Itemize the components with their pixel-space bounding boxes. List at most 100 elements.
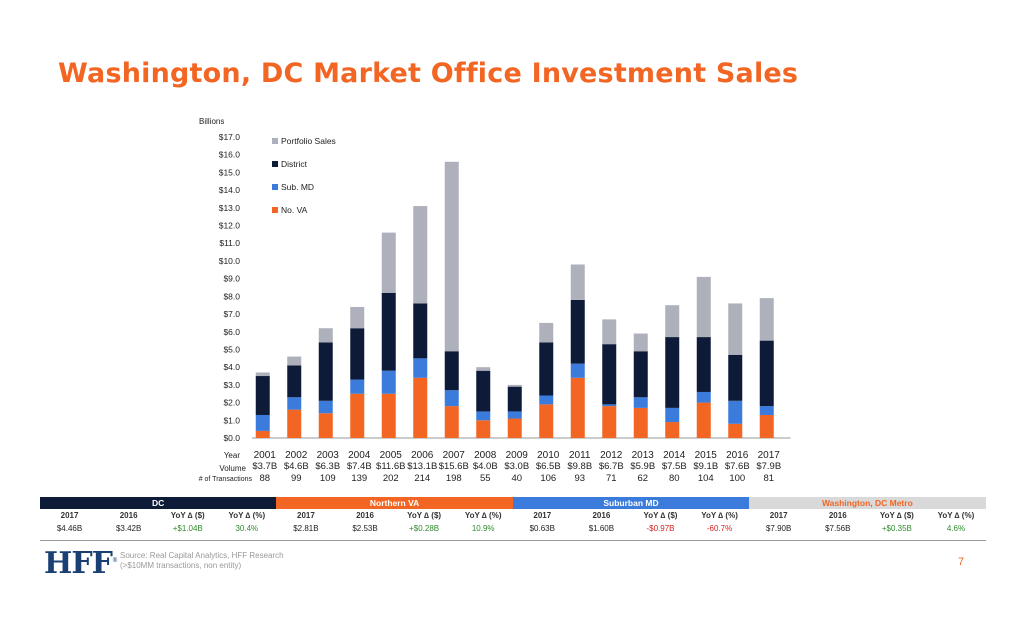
volume-label: $6.7B xyxy=(599,461,624,472)
legend-swatch xyxy=(272,138,278,144)
transactions-label: 40 xyxy=(511,473,522,484)
summary-value: $2.81B xyxy=(293,524,319,533)
bar-portfolio-sales xyxy=(696,276,711,338)
volume-label: $4.0B xyxy=(473,461,498,472)
transactions-label: 198 xyxy=(446,473,462,484)
bar-no-va xyxy=(633,407,648,438)
transactions-row-label: # of Transactions xyxy=(199,476,253,483)
volume-label: $4.6B xyxy=(284,461,309,472)
y-tick-label: $10.0 xyxy=(219,256,241,266)
bar-portfolio-sales xyxy=(255,372,270,377)
year-label: 2016 xyxy=(726,450,749,461)
bar-sub-md xyxy=(602,404,617,407)
bar-portfolio-sales xyxy=(759,298,774,341)
summary-value: $1.60B xyxy=(588,524,615,533)
bar-district xyxy=(381,292,396,371)
bar-district xyxy=(759,340,774,407)
bar-portfolio-sales xyxy=(570,264,585,300)
bar-district xyxy=(602,344,617,405)
bar-sub-md xyxy=(255,414,270,431)
bar-portfolio-sales xyxy=(381,232,396,293)
bar-sub-md xyxy=(570,363,585,378)
bar-no-va xyxy=(602,406,617,438)
volume-label: $7.6B xyxy=(725,461,750,472)
y-tick-label: $5.0 xyxy=(223,344,240,354)
year-label: 2002 xyxy=(285,450,308,461)
transactions-label: 99 xyxy=(291,473,302,484)
summary-group-header: Suburban MD xyxy=(512,497,750,509)
source-note: Source: Real Capital Analytics, HFF Rese… xyxy=(120,551,284,570)
bar-portfolio-sales xyxy=(287,356,302,366)
year-label: 2007 xyxy=(443,450,466,461)
summary-subheader: YoY ∆ (%) xyxy=(464,511,502,520)
summary-value: +$0.35B xyxy=(881,524,912,533)
transactions-label: 93 xyxy=(574,473,585,484)
y-tick-label: $9.0 xyxy=(223,274,240,284)
y-tick-label: $14.0 xyxy=(219,185,241,195)
summary-subheader: 2017 xyxy=(769,511,788,520)
bar-district xyxy=(539,342,554,396)
bar-portfolio-sales xyxy=(728,303,743,355)
bar-sub-md xyxy=(539,395,554,405)
year-label: 2012 xyxy=(600,450,623,461)
bar-district xyxy=(350,328,365,380)
bar-portfolio-sales xyxy=(539,322,554,343)
bar-district xyxy=(444,351,459,391)
transactions-label: 81 xyxy=(763,473,774,484)
volume-label: $6.3B xyxy=(315,461,340,472)
bar-portfolio-sales xyxy=(350,306,365,329)
summary-value: +$0.28B xyxy=(409,524,440,533)
bar-portfolio-sales xyxy=(602,319,617,345)
transactions-label: 71 xyxy=(606,473,617,484)
bar-sub-md xyxy=(696,391,711,403)
summary-subheader: YoY ∆ ($) xyxy=(170,511,205,520)
year-label: 2015 xyxy=(695,450,718,461)
bar-no-va xyxy=(665,422,680,438)
bar-district xyxy=(255,376,270,415)
bar-sub-md xyxy=(759,406,774,415)
bar-no-va xyxy=(350,393,365,438)
summary-value: $2.53B xyxy=(352,524,378,533)
summary-value: -60.7% xyxy=(706,524,733,533)
summary-value: +$1.04B xyxy=(172,524,203,533)
bar-district xyxy=(728,354,743,401)
summary-subheader: 2016 xyxy=(828,511,847,520)
y-tick-label: $1.0 xyxy=(223,415,240,425)
year-label: 2013 xyxy=(632,450,655,461)
legend-label: District xyxy=(281,159,308,169)
y-axis-title: Billions xyxy=(199,117,224,126)
bar-sub-md xyxy=(318,400,333,414)
summary-subheader: 2017 xyxy=(297,511,315,520)
y-tick-label: $17.0 xyxy=(219,132,241,142)
bar-sub-md xyxy=(350,379,365,394)
bar-district xyxy=(633,351,648,398)
transactions-label: 55 xyxy=(480,473,491,484)
year-label: 2008 xyxy=(474,450,497,461)
volume-label: $7.9B xyxy=(756,461,781,472)
bar-sub-md xyxy=(665,407,680,423)
y-tick-label: $13.0 xyxy=(219,203,241,213)
summary-value: -$0.97B xyxy=(646,524,675,533)
y-tick-label: $7.0 xyxy=(223,309,240,319)
y-tick-label: $12.0 xyxy=(219,221,241,231)
y-tick-label: $16.0 xyxy=(219,150,241,160)
summary-value: 30.4% xyxy=(235,524,259,533)
year-row-label: Year xyxy=(224,451,241,460)
legend-label: No. VA xyxy=(281,205,308,215)
summary-header-row: DC Northern VA Suburban MD Washington, DC M… xyxy=(40,497,986,509)
volume-row-label: Volume xyxy=(219,464,246,473)
volume-label: $11.6B xyxy=(376,461,405,472)
year-label: 2006 xyxy=(411,450,434,461)
bar-no-va xyxy=(728,423,743,438)
y-tick-label: $0.0 xyxy=(223,433,240,443)
year-label: 2017 xyxy=(758,450,781,461)
y-tick-label: $4.0 xyxy=(223,362,240,372)
legend-swatch xyxy=(272,207,278,213)
summary-group-header: DC xyxy=(40,497,277,509)
bar-portfolio-sales xyxy=(318,328,333,343)
legend-label: Portfolio Sales xyxy=(281,136,336,146)
bar-sub-md xyxy=(633,397,648,408)
bar-no-va xyxy=(759,414,774,438)
summary-subheader: YoY ∆ ($) xyxy=(407,511,442,520)
summary-value: $7.90B xyxy=(765,524,792,533)
